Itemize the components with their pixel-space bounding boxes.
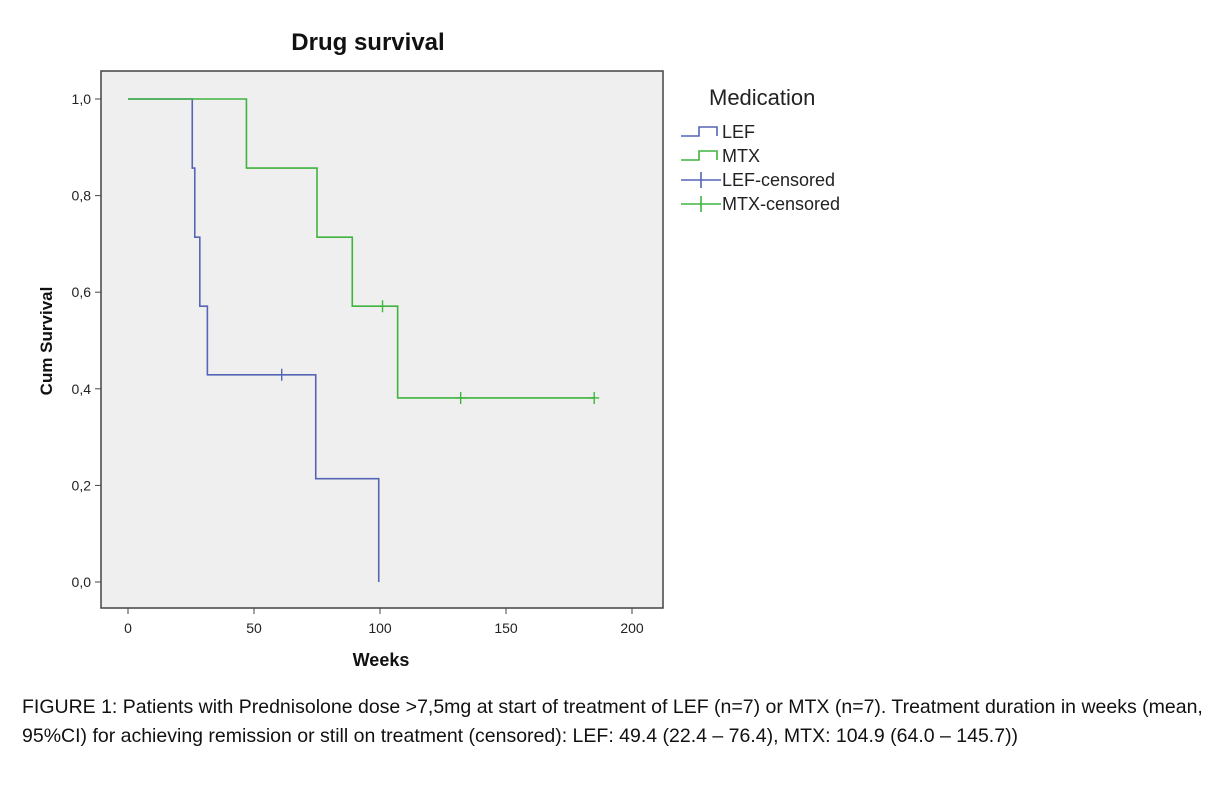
censor-mark-mtx <box>589 391 600 404</box>
x-tick-label: 200 <box>620 620 644 636</box>
legend: Medication LEF MTX LEF-censored MTX-censore… <box>681 85 840 214</box>
legend-label: MTX-censored <box>722 194 840 214</box>
legend-swatch-lef-censor <box>681 172 721 188</box>
legend-label: LEF-censored <box>722 170 835 190</box>
y-tick-label: 0,4 <box>72 381 92 397</box>
legend-label: MTX <box>722 146 760 166</box>
survival-curves <box>128 98 600 582</box>
x-tick-label: 100 <box>368 620 392 636</box>
series-mtx-line <box>128 98 595 399</box>
legend-entry: MTX <box>681 146 760 166</box>
x-tick-label: 150 <box>494 620 518 636</box>
legend-entry: LEF <box>681 122 755 142</box>
legend-label: LEF <box>722 122 755 142</box>
y-tick-label: 0,6 <box>72 284 92 300</box>
legend-swatch-mtx-line <box>681 150 718 161</box>
legend-title: Medication <box>709 85 815 110</box>
y-tick-label: 0,8 <box>72 188 92 204</box>
km-chart: Drug survival 0 50 100 150 200 0,0 0,2 0,4 0,6 0,… <box>37 29 840 670</box>
censor-mark-mtx <box>377 300 388 313</box>
chart-title: Drug survival <box>291 29 444 56</box>
axes: 0 50 100 150 200 0,0 0,2 0,4 0,6 0,8 1,0 <box>72 91 644 636</box>
y-tick-label: 0,0 <box>72 574 92 590</box>
plot-area <box>100 70 664 609</box>
legend-swatch-lef-line <box>681 126 718 137</box>
censor-mark-mtx <box>455 391 466 404</box>
x-axis-label: Weeks <box>353 650 410 670</box>
y-tick-label: 1,0 <box>72 91 92 107</box>
legend-entry: MTX-censored <box>681 194 840 214</box>
censor-mark-lef <box>276 368 287 381</box>
figure-caption: FIGURE 1: Patients with Prednisolone dos… <box>22 696 1203 747</box>
series-lef-line <box>128 98 380 582</box>
x-tick-label: 0 <box>124 620 132 636</box>
x-tick-label: 50 <box>246 620 262 636</box>
y-axis-label: Cum Survival <box>37 287 56 396</box>
legend-entry: LEF-censored <box>681 170 835 190</box>
legend-swatch-mtx-censor <box>681 196 721 212</box>
y-tick-label: 0,2 <box>72 477 92 493</box>
